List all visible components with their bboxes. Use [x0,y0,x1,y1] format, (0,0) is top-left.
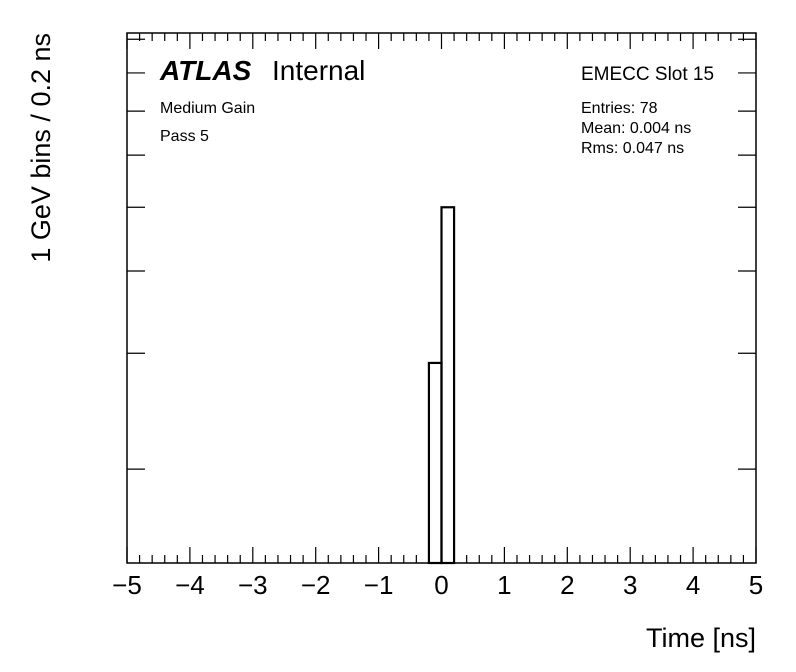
slot-label: EMECC Slot 15 [581,64,714,85]
axes [126,33,757,563]
histogram-bin [427,361,443,565]
x-tick-label: −2 [301,570,331,600]
x-tick-labels: −5 −4 −3 −2 −1 0 1 2 3 4 5 [112,570,763,600]
gain-label: Medium Gain [160,100,255,117]
histogram-bin [440,206,456,565]
histogram-bins [427,206,456,565]
atlas-label: ATLAS [159,55,252,86]
y-axis-title: 1 GeV bins / 0.2 ns [26,33,56,263]
x-axis-title: Time [ns] [646,623,756,653]
x-tick-label: 3 [623,570,637,600]
x-tick-label: −3 [238,570,268,600]
x-tick-label: −4 [175,570,205,600]
entries-label: Entries: 78 [581,100,658,117]
mean-label: Mean: 0.004 ns [581,120,691,137]
x-tick-label: −1 [364,570,394,600]
x-tick-label: 2 [560,570,574,600]
x-tick-label: 1 [497,570,511,600]
x-tick-label: 5 [749,570,763,600]
plot-frame [126,32,757,564]
pass-label: Pass 5 [160,128,209,145]
rms-label: Rms: 0.047 ns [581,140,684,157]
x-tick-label: 0 [434,570,448,600]
atlas-internal-label: Internal [272,55,365,86]
x-tick-label: 4 [686,570,700,600]
x-tick-label: −5 [112,570,142,600]
